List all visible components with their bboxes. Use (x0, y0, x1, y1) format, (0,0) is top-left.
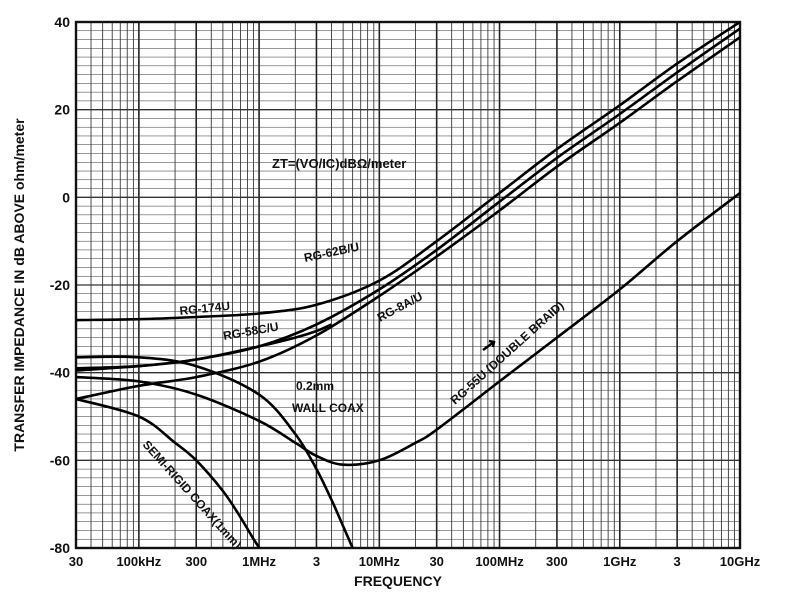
y-tick-label: -60 (50, 452, 70, 468)
series-line (76, 36, 740, 401)
y-tick-label: -20 (50, 277, 70, 293)
series-label: WALL COAX (292, 401, 364, 415)
x-tick-label: 30 (69, 554, 83, 569)
x-tick-label: 10GHz (720, 554, 761, 569)
pointer-arrow-icon (482, 339, 496, 352)
x-tick-label: 3 (313, 554, 320, 569)
formula-annotation: ZT=(VO/IC)dBΩ/meter (272, 156, 406, 171)
x-tick-label: 10MHz (359, 554, 401, 569)
series-line (76, 191, 740, 467)
y-tick-labels: 40 20 0 -20 -40 -60 -80 (50, 14, 70, 556)
series-line (76, 355, 355, 548)
x-tick-labels: 30 100kHz 300 1MHz 3 10MHz 30 100MHz 300 1GHz 3 10G… (69, 554, 761, 569)
x-tick-label: 30 (429, 554, 443, 569)
plot-frame (74, 20, 742, 550)
x-tick-label: 100kHz (116, 554, 161, 569)
y-tick-label: 40 (54, 14, 70, 30)
series-line (76, 22, 740, 322)
series-line (76, 27, 740, 370)
x-tick-label: 100MHz (475, 554, 524, 569)
x-tick-label: 3 (674, 554, 681, 569)
x-tick-label: 300 (546, 554, 568, 569)
y-tick-label: -80 (50, 540, 70, 556)
x-tick-label: 1MHz (242, 554, 276, 569)
series-line (76, 397, 261, 548)
x-tick-label: 1GHz (603, 554, 637, 569)
curves (76, 22, 740, 548)
y-tick-label: -40 (50, 365, 70, 381)
x-tick-label: 300 (185, 554, 207, 569)
series-label: RG-174U (179, 299, 231, 318)
grid (75, 22, 740, 548)
y-tick-label: 20 (54, 102, 70, 118)
x-axis-title: FREQUENCY (354, 573, 443, 589)
y-axis-title: TRANSFER IMPEDANCE IN dB ABOVE ohm/meter (11, 118, 27, 452)
series-label: 0.2mm (296, 379, 334, 393)
y-tick-label: 0 (62, 189, 70, 205)
